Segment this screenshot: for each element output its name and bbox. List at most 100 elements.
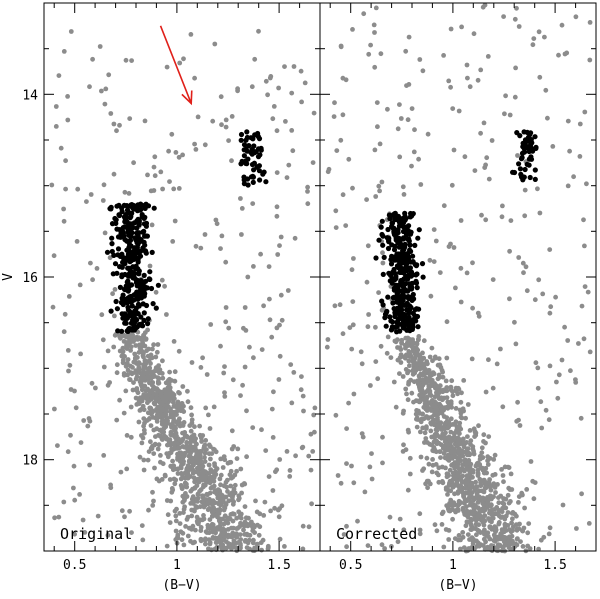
field-star-point	[127, 508, 132, 514]
selected-star-point	[246, 143, 252, 149]
field-star-point	[204, 372, 210, 377]
field-star-point	[165, 512, 171, 518]
field-star-point	[471, 31, 477, 37]
field-star-point	[93, 385, 98, 391]
selected-star-point	[114, 306, 120, 312]
selected-star-point	[249, 146, 255, 152]
field-star-point	[145, 393, 151, 398]
field-star-point	[140, 537, 146, 543]
field-star-point	[56, 514, 62, 520]
field-star-point	[457, 420, 463, 426]
field-star-point	[49, 182, 55, 188]
field-star-point	[107, 380, 112, 385]
field-star-point	[266, 474, 272, 479]
field-star-point	[250, 425, 256, 430]
field-star-point	[173, 518, 179, 524]
field-star-point	[463, 415, 468, 421]
field-star-point	[547, 247, 553, 253]
field-star-point	[260, 537, 266, 543]
field-star-point	[459, 448, 465, 454]
field-star-point	[142, 430, 147, 436]
field-star-point	[189, 417, 195, 423]
field-star-point	[480, 520, 486, 525]
field-star-point	[395, 126, 401, 132]
field-star-point	[489, 138, 495, 143]
field-star-point	[169, 378, 174, 383]
field-star-point	[191, 438, 197, 444]
field-star-point	[223, 117, 229, 123]
field-star-point	[190, 500, 196, 505]
field-star-point	[145, 327, 151, 333]
field-star-point	[362, 489, 368, 495]
field-star-point	[577, 154, 583, 159]
field-star-point	[192, 508, 197, 514]
field-star-point	[100, 198, 106, 203]
field-star-point	[405, 397, 411, 403]
field-star-point	[180, 444, 186, 449]
selected-star-point	[134, 295, 140, 302]
field-star-point	[417, 511, 423, 517]
field-star-point	[198, 525, 204, 530]
field-star-point	[488, 509, 494, 514]
field-star-point	[164, 380, 169, 386]
y-tick-label: 14	[22, 88, 38, 103]
field-star-point	[444, 355, 450, 361]
field-star-point	[148, 423, 154, 428]
field-star-point	[417, 527, 423, 533]
field-star-point	[223, 319, 229, 325]
field-star-point	[486, 176, 492, 182]
field-star-point	[238, 537, 244, 542]
field-star-point	[277, 457, 283, 462]
field-star-point	[520, 260, 526, 266]
field-star-point	[298, 387, 304, 393]
field-star-point	[312, 429, 317, 435]
x-tick-label: 1.5	[543, 558, 566, 573]
field-star-point	[108, 482, 113, 488]
field-star-point	[406, 429, 411, 435]
selected-star-point	[532, 176, 538, 182]
field-star-point	[477, 453, 483, 459]
field-star-point	[573, 14, 579, 20]
field-star-point	[65, 348, 71, 353]
field-star-point	[311, 412, 317, 418]
field-star-point	[547, 525, 553, 531]
field-star-point	[447, 438, 453, 443]
field-star-point	[271, 104, 277, 109]
field-star-point	[200, 463, 206, 469]
field-star-point	[206, 412, 211, 418]
field-star-point	[262, 499, 268, 505]
field-star-point	[349, 267, 355, 273]
field-star-point	[452, 491, 457, 497]
field-star-point	[481, 439, 486, 444]
field-star-point	[515, 153, 520, 158]
field-star-point	[276, 85, 281, 91]
field-star-point	[443, 435, 448, 440]
y-tick-label: 18	[22, 454, 38, 469]
field-star-point	[421, 369, 427, 375]
field-star-point	[477, 476, 483, 482]
field-star-point	[118, 469, 124, 475]
field-star-point	[398, 347, 404, 352]
field-star-point	[465, 434, 470, 439]
field-star-point	[437, 449, 443, 454]
field-star-point	[545, 115, 550, 121]
selected-star-point	[522, 166, 528, 173]
field-star-point	[143, 388, 149, 394]
field-star-point	[365, 243, 371, 249]
selected-star-point	[398, 257, 404, 263]
field-star-point	[448, 84, 453, 90]
selected-star-point	[514, 130, 520, 136]
field-star-point	[454, 481, 460, 486]
field-star-point	[139, 523, 145, 528]
field-star-point	[142, 343, 148, 349]
field-star-point	[444, 385, 449, 391]
field-star-point	[500, 505, 505, 511]
selected-star-point	[124, 247, 130, 253]
field-star-point	[500, 404, 506, 410]
field-star-point	[170, 399, 176, 405]
selected-star-point	[135, 216, 141, 222]
field-star-point	[192, 485, 198, 491]
field-star-point	[493, 490, 498, 495]
field-star-point	[101, 453, 107, 458]
field-star-point	[170, 467, 176, 473]
